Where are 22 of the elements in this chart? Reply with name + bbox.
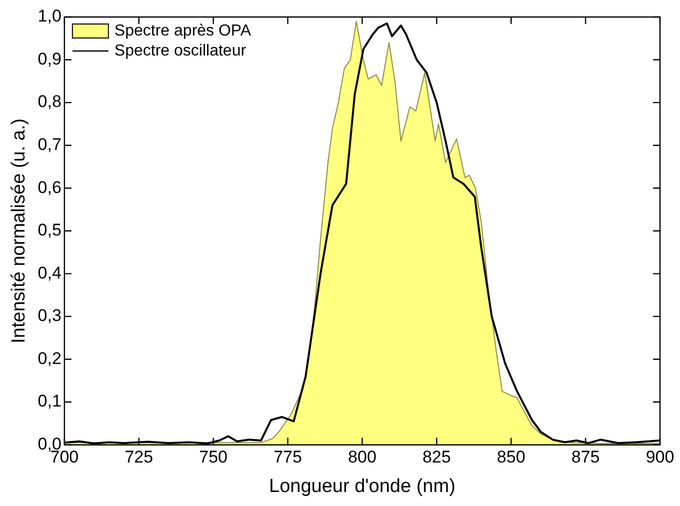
y-axis-title: Intensité normalisée (u. a.) [8,118,30,344]
y-tick-label: 0,1 [38,392,62,411]
x-tick-label: 750 [199,448,228,467]
x-tick-label: 825 [422,448,451,467]
legend-label: Spectre après OPA [114,22,252,40]
x-tick-label: 775 [274,448,302,467]
y-tick-label: 0,6 [38,178,62,197]
x-tick-label: 900 [646,448,674,467]
y-tick-label: 0,5 [38,220,62,240]
y-tick-label: 0,4 [38,263,62,282]
x-tick-label: 850 [496,448,526,467]
y-tick-label: 1,0 [38,6,62,26]
x-tick-label: 725 [124,448,154,467]
y-tick-label: 0,2 [38,348,62,368]
y-tick-label: 0,3 [38,306,62,326]
y-tick-label: 0,9 [38,49,62,68]
y-tick-label: 0,8 [38,92,62,112]
x-tick-label: 875 [571,448,600,467]
x-tick-label: 800 [348,448,376,467]
y-tick-label: 0,7 [38,135,62,154]
legend-label: Spectre oscillateur [114,42,247,60]
x-axis-title: Longueur d'onde (nm) [269,476,456,497]
